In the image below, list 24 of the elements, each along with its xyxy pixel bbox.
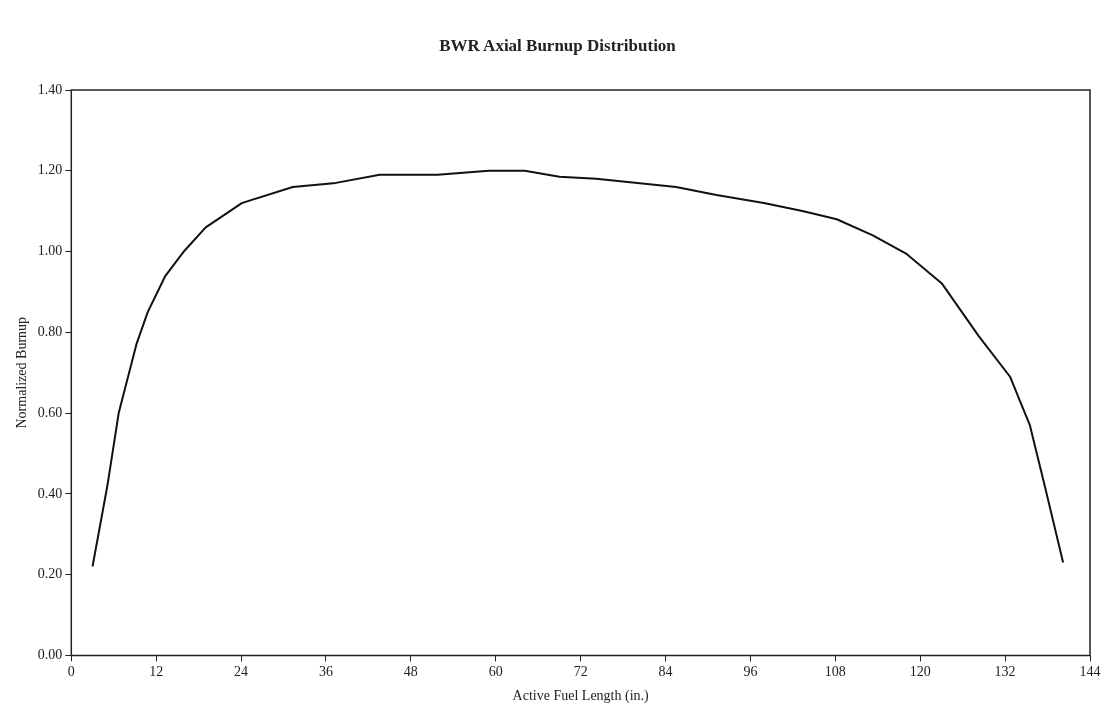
x-tick-label: 0 [67, 664, 75, 680]
y-tick-label: 1.00 [37, 243, 63, 259]
y-tick-label: 1.40 [37, 81, 63, 97]
x-tick-label: 84 [658, 664, 673, 680]
x-tick-label: 108 [824, 664, 846, 680]
x-tick-label: 132 [994, 664, 1016, 680]
y-tick-label: 0.60 [37, 404, 63, 420]
x-tick-label: 48 [403, 664, 418, 680]
y-tick-label: 0.00 [37, 647, 63, 663]
x-tick-label: 24 [234, 664, 249, 680]
x-tick-label: 60 [488, 664, 503, 680]
x-tick-label: 96 [743, 664, 758, 680]
chart-title: BWR Axial Burnup Distribution [438, 36, 677, 56]
y-axis-title: Normalized Burnup [14, 316, 30, 429]
y-tick-label: 0.80 [37, 323, 63, 339]
x-tick-label: 120 [909, 664, 931, 680]
x-axis-title: Active Fuel Length (in.) [512, 688, 650, 705]
x-tick-label: 144 [1079, 664, 1101, 680]
x-tick-label: 72 [573, 664, 588, 680]
y-tick-label: 0.20 [37, 566, 63, 582]
x-tick-label: 12 [149, 664, 164, 680]
y-tick-label: 1.20 [37, 162, 63, 178]
x-tick-label: 36 [318, 664, 333, 680]
y-tick-label: 0.40 [37, 485, 63, 501]
